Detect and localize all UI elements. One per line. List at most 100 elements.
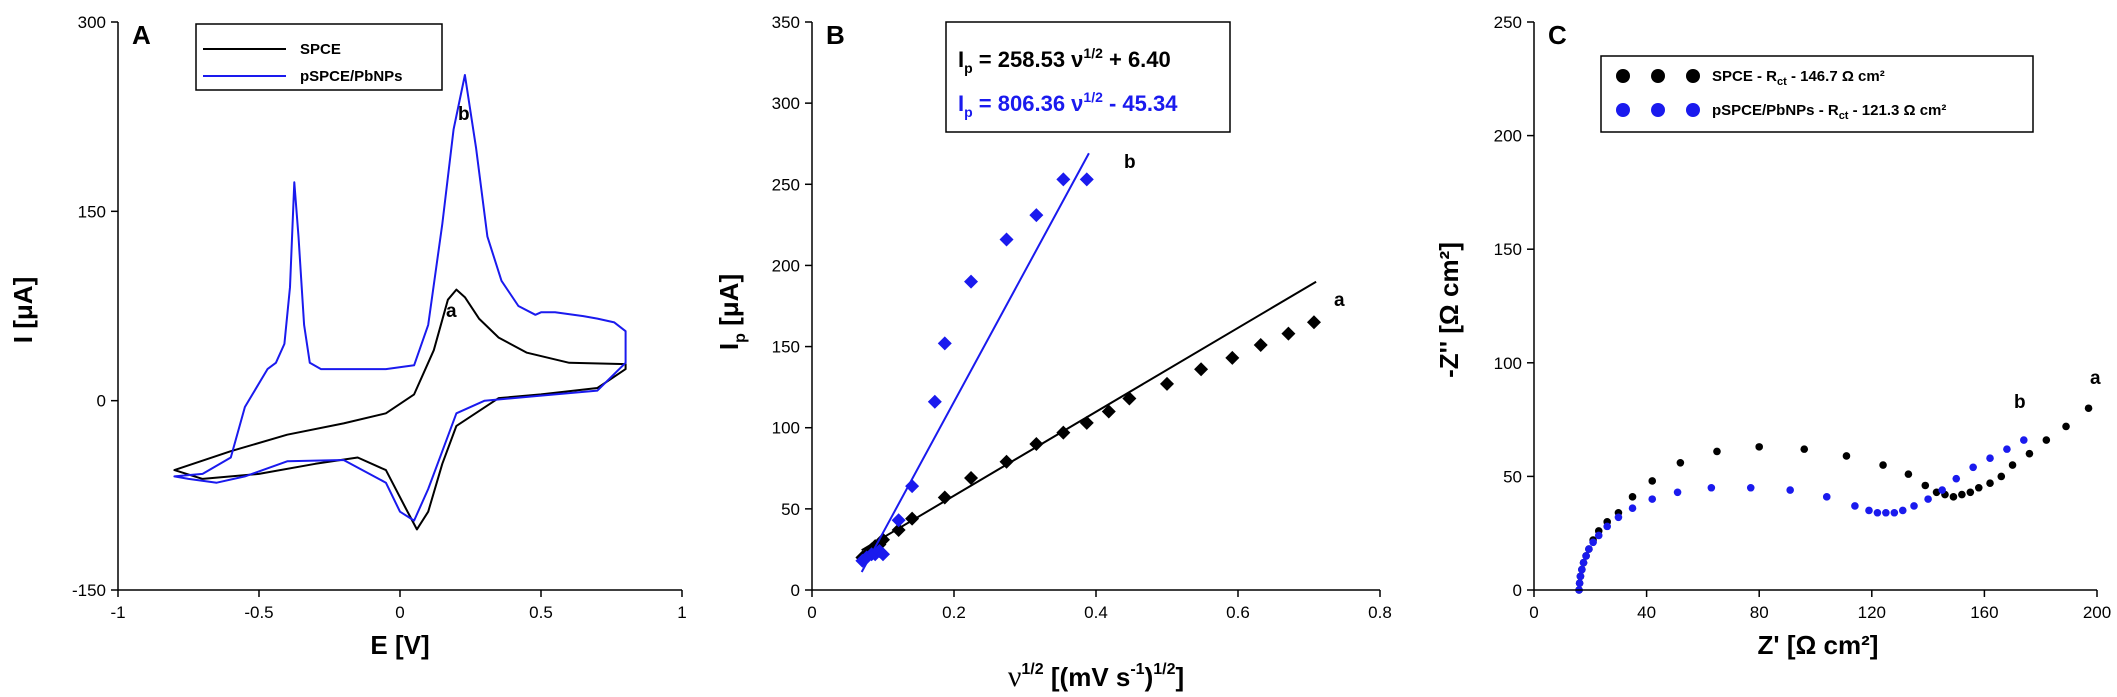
eq-spce-post: + 6.40: [1103, 47, 1171, 72]
data-point-spce: [905, 511, 920, 526]
panel-b-x-tick-label: 0.8: [1368, 603, 1392, 622]
legend-c-spce-sub: ct: [1777, 76, 1787, 88]
legend-dot-spce-2: [1651, 69, 1665, 83]
panel-label-a: A: [132, 20, 151, 50]
nyquist-point-pbnps: [1938, 486, 1946, 494]
panel-b-y-tick-label: 300: [772, 94, 800, 113]
fit-line-spce: [861, 280, 1317, 552]
nyquist-point-spce: [1949, 493, 1958, 501]
legend-box-a: [195, 23, 443, 91]
b-x-sup: 1/2: [1021, 661, 1043, 678]
panel-a-y-title: I [μA]: [8, 277, 38, 343]
equation-pbnps: Ip = 806.36 ν1/2 - 45.34: [958, 89, 1178, 120]
nyquist-point-pbnps: [1786, 486, 1794, 494]
nyquist-point-pbnps: [1882, 508, 1890, 517]
cv-curve-spce: [173, 288, 627, 531]
panel-b-x-tick-label: 0.2: [942, 603, 966, 622]
nyquist-point-pbnps: [2003, 445, 2011, 453]
b-x-nu: ν: [1008, 660, 1022, 693]
panel-c-x-tick-label: 160: [1970, 603, 1998, 622]
panel-c-ticks: 0 40 80 120 160 200 0 50 100 150 200 250: [1494, 13, 2112, 622]
nyquist-point-spce: [1974, 483, 1983, 492]
nyquist-point-spce: [1904, 470, 1913, 478]
panel-c-y-tick-label: 0: [1513, 581, 1522, 600]
legend-dot-pbnps-2: [1651, 103, 1665, 117]
legend-box-c: [1600, 55, 2034, 133]
data-point-spce: [1194, 362, 1209, 377]
nyquist-point-pbnps: [1822, 493, 1831, 501]
b-y-i: I: [714, 343, 744, 350]
legend-label-pbnps-c: pSPCE/PbNPs - Rct - 121.3 Ω cm²: [1712, 102, 1946, 122]
data-point-pbnps: [1029, 208, 1044, 223]
legend-c-pbnps-pre: pSPCE/PbNPs - R: [1712, 102, 1839, 119]
eq-pbnps-sup: 1/2: [1083, 89, 1103, 105]
data-point-pbnps: [1056, 172, 1071, 187]
panel-a-cyclic-voltammogram: A -1 -0.5 0 0.5 1 -150 0 150 300 a b SPCE pSPCE/…: [8, 13, 687, 660]
panel-a-y-tick-label: -150: [72, 581, 106, 600]
panel-c-y-tick-label: 200: [1494, 127, 1522, 146]
panel-b-y-title: Ip [μA]: [714, 274, 749, 350]
panel-c-plot: [1575, 404, 2093, 594]
curve-label-a-spce-b: a: [1334, 290, 1345, 311]
panel-b-x-title: ν1/2 [(mV s-1)1/2]: [1008, 660, 1184, 693]
panel-a-y-tick-label: 300: [78, 13, 106, 32]
legend-label-spce-c: SPCE - Rct - 146.7 Ω cm²: [1712, 68, 1885, 88]
data-point-spce: [1225, 350, 1240, 365]
panel-c-nyquist-plot: C 0 40 80 120 160 200 0 50 100 150 200 250 SPCE - R…: [1434, 13, 2111, 660]
nyquist-point-pbnps: [1865, 506, 1873, 515]
panel-b-equation-box: Ip = 258.53 ν1/2 + 6.40 Ip = 806.36 ν1/2…: [945, 21, 1231, 133]
panel-b-plot: [855, 152, 1321, 573]
nyquist-point-spce: [1997, 472, 2006, 481]
b-x-rest: [(mV s: [1044, 662, 1131, 692]
data-point-pbnps: [964, 274, 979, 289]
legend-label-pbnps: pSPCE/PbNPs: [300, 68, 403, 85]
data-point-spce: [891, 522, 906, 537]
nyquist-point-pbnps: [1707, 483, 1716, 492]
nyquist-point-pbnps: [1952, 474, 1961, 483]
panel-c-y-tick-label: 250: [1494, 13, 1522, 32]
nyquist-point-spce: [2025, 449, 2034, 458]
panel-a-y-tick-label: 150: [78, 202, 106, 221]
legend-dot-pbnps-1: [1616, 103, 1630, 117]
panel-b-y-tick-label: 150: [772, 338, 800, 357]
data-point-spce: [1056, 425, 1071, 440]
panel-c-x-tick-label: 40: [1637, 603, 1656, 622]
panel-a-x-tick-label: 0: [395, 603, 404, 622]
nyquist-point-pbnps: [1628, 504, 1637, 513]
nyquist-point-spce: [2062, 422, 2070, 431]
nyquist-point-spce: [2008, 461, 2017, 469]
equation-spce: Ip = 258.53 ν1/2 + 6.40: [958, 45, 1171, 76]
legend-c-pbnps-post: - 121.3 Ω cm²: [1848, 102, 1946, 119]
panel-c-x-tick-label: 0: [1529, 603, 1538, 622]
data-point-pbnps: [905, 479, 920, 494]
panel-b-y-tick-label: 350: [772, 13, 800, 32]
eq-spce-pre: I: [958, 47, 964, 72]
curve-label-a-spce: a: [446, 301, 457, 322]
data-point-spce: [937, 490, 952, 505]
data-point-spce: [1253, 337, 1268, 352]
nyquist-point-pbnps: [1582, 552, 1590, 560]
nyquist-point-pbnps: [1746, 483, 1755, 492]
nyquist-point-pbnps: [1898, 506, 1907, 515]
curve-label-b-pbnps: b: [458, 104, 470, 125]
nyquist-point-spce: [1676, 458, 1685, 467]
panel-a-x-tick-label: -1: [110, 603, 125, 622]
b-x-rest2: ): [1145, 662, 1154, 692]
nyquist-point-pbnps: [1603, 522, 1611, 531]
panel-b-y-tick-label: 200: [772, 256, 800, 275]
legend-dot-pbnps-3: [1686, 103, 1700, 117]
panel-b-x-tick-label: 0.6: [1226, 603, 1250, 622]
nyquist-point-pbnps: [1576, 572, 1585, 581]
b-y-sub: p: [732, 333, 749, 343]
nyquist-point-pbnps: [1969, 463, 1977, 472]
panel-c-x-tick-label: 200: [2083, 603, 2111, 622]
nyquist-point-pbnps: [1578, 565, 1586, 574]
panel-b-y-tick-label: 50: [781, 500, 800, 519]
nyquist-point-pbnps: [1986, 454, 1994, 463]
equation-box: [945, 21, 1231, 133]
data-point-spce: [1281, 326, 1296, 341]
eq-pbnps-sub: p: [964, 104, 973, 120]
panel-c-x-tick-label: 120: [1858, 603, 1886, 622]
nyquist-point-pbnps: [1673, 488, 1682, 497]
